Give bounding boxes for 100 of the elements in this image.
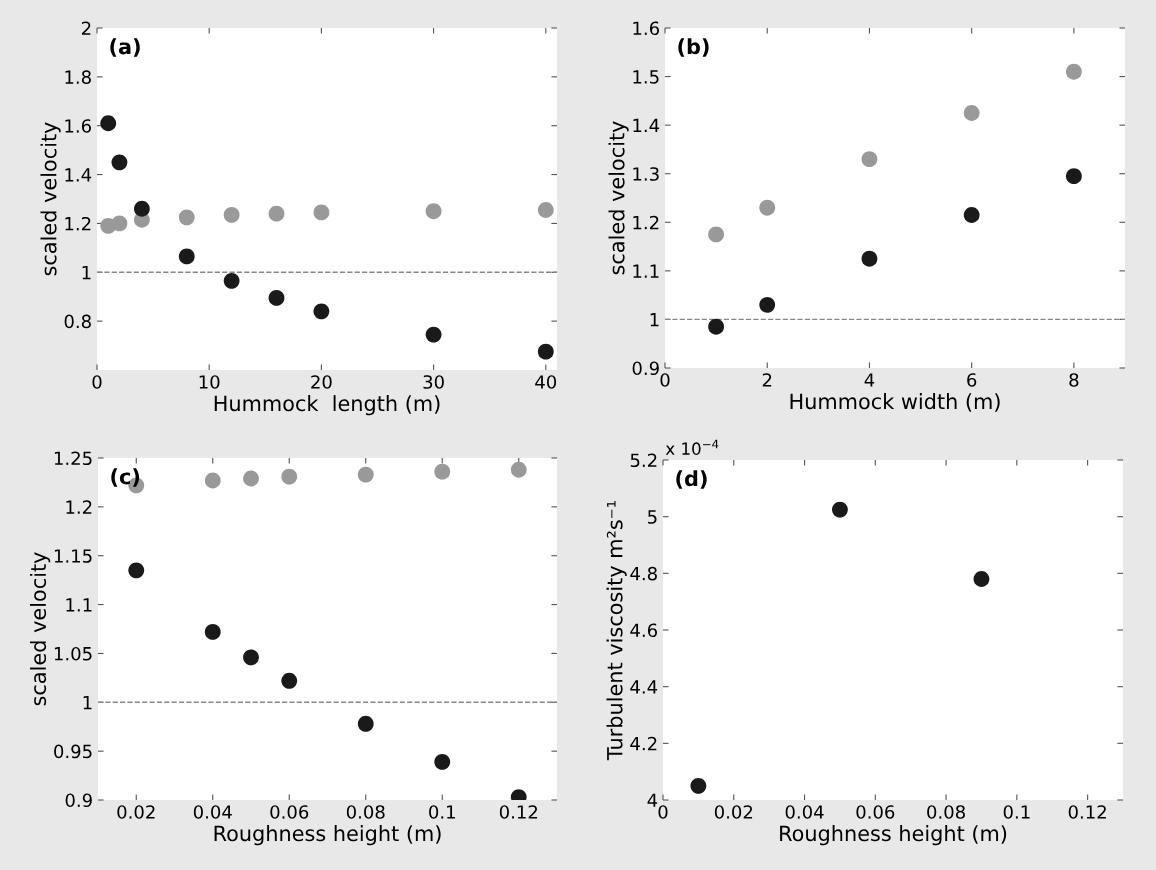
x-tick-label: 2 — [762, 373, 772, 387]
point — [223, 272, 240, 289]
point — [690, 777, 707, 794]
point — [434, 463, 451, 480]
x-axis-title: Roughness height (m) — [214, 825, 441, 846]
y-tick-label: 4.8 — [630, 566, 657, 581]
point — [204, 472, 221, 489]
x-tick-label: 0.08 — [346, 805, 385, 819]
y-tick-label: 4.4 — [630, 680, 658, 694]
point — [133, 200, 150, 217]
x-tick-label: 0.02 — [714, 805, 753, 819]
x-tick-label: 0.12 — [499, 805, 538, 819]
y-tick-label: 1.3 — [633, 167, 659, 181]
y-tick-label: 0.9 — [632, 361, 659, 376]
x-tick-label: 4 — [864, 373, 875, 387]
x-tick-label: 0 — [658, 805, 668, 819]
x-tick-label: 0.06 — [270, 805, 309, 819]
point — [111, 215, 128, 232]
y-tick-label: 5 — [648, 510, 657, 524]
y-tick-label: 1.4 — [65, 168, 92, 182]
point — [313, 303, 330, 320]
x-tick-label: 40 — [535, 375, 557, 389]
x-tick-label: 0.08 — [927, 805, 965, 819]
y-tick-label: 1.05 — [54, 646, 92, 661]
y-tick-label: 2 — [81, 21, 91, 35]
y-tick-label: 1.1 — [66, 598, 92, 612]
y-tick-label: 1 — [82, 265, 91, 280]
point — [178, 248, 195, 265]
x-tick-label: 0.04 — [193, 805, 232, 819]
x-axis-title: Roughness height (m) — [780, 825, 1007, 846]
point — [128, 562, 145, 579]
point — [861, 151, 878, 168]
text: x 10$^{−4}$ — [665, 439, 719, 455]
x-tick-label: 0.02 — [117, 805, 155, 819]
x-tick-label: 6 — [967, 373, 977, 387]
y-tick-label: 1.15 — [54, 549, 92, 563]
y-tick-label: 1.2 — [66, 500, 92, 514]
y-tick-label: 0.95 — [54, 744, 92, 759]
annotation: (b) — [678, 38, 709, 57]
point — [281, 468, 298, 485]
x-tick-label: 0 — [92, 375, 102, 389]
y-tick-label: 4.6 — [630, 623, 657, 638]
point — [759, 199, 776, 216]
annotation: (a) — [110, 38, 140, 57]
point — [1065, 63, 1082, 80]
point — [313, 204, 330, 221]
y-tick-label: 4 — [647, 793, 658, 807]
point — [963, 207, 980, 223]
point — [537, 343, 554, 360]
point — [759, 296, 776, 313]
y-tick-label: 1 — [83, 695, 92, 710]
point — [281, 672, 298, 689]
point — [832, 501, 848, 518]
y-axis-title: scaled velocity — [30, 552, 51, 706]
point — [434, 753, 451, 770]
annotation: (c) — [111, 468, 140, 487]
point — [973, 571, 990, 587]
y-tick-label: 1.2 — [65, 216, 91, 231]
x-tick-label: 0.04 — [785, 805, 824, 819]
point — [425, 326, 442, 343]
y-tick-label: 1 — [650, 313, 659, 327]
point — [357, 466, 374, 483]
point — [100, 115, 117, 132]
point — [178, 209, 195, 226]
y-tick-label: 1.25 — [54, 451, 92, 466]
y-tick-label: 4.2 — [630, 736, 657, 751]
y-axis-title: Turbulent viscosity m²s⁻¹ — [606, 501, 627, 761]
point — [111, 154, 128, 171]
point — [223, 206, 240, 223]
y-tick-label: 1.4 — [633, 118, 660, 132]
annotation: (d) — [676, 470, 707, 489]
x-tick-label: 0.06 — [856, 805, 895, 819]
x-tick-label: 10 — [199, 375, 220, 389]
point — [357, 715, 374, 732]
x-tick-label: 8 — [1069, 373, 1079, 387]
x-tick-label: 0.1 — [1003, 805, 1030, 819]
point — [204, 624, 221, 640]
y-tick-label: 5.2 — [630, 453, 657, 468]
x-tick-label: 0 — [660, 373, 670, 387]
x-tick-label: 0.1 — [429, 805, 455, 819]
y-tick-label: 1.6 — [65, 119, 91, 133]
y-tick-label: 1.1 — [633, 264, 659, 278]
point — [510, 461, 527, 478]
y-tick-label: 0.9 — [65, 793, 92, 808]
y-axis-title: scaled velocity — [40, 122, 61, 276]
y-tick-label: 1.2 — [633, 215, 659, 230]
point — [243, 470, 259, 487]
point — [537, 202, 554, 218]
x-tick-label: 30 — [423, 375, 444, 389]
x-axis-title: Hummock width (m) — [790, 393, 1000, 412]
x-tick-label: 0.12 — [1068, 805, 1106, 819]
point — [708, 318, 725, 335]
point — [963, 105, 980, 121]
point — [861, 250, 878, 267]
point — [268, 290, 285, 306]
y-tick-label: 1.5 — [633, 70, 659, 84]
x-tick-label: 20 — [311, 375, 332, 389]
point — [243, 649, 259, 666]
point — [425, 203, 442, 220]
y-axis-title: scaled velocity — [608, 121, 629, 275]
